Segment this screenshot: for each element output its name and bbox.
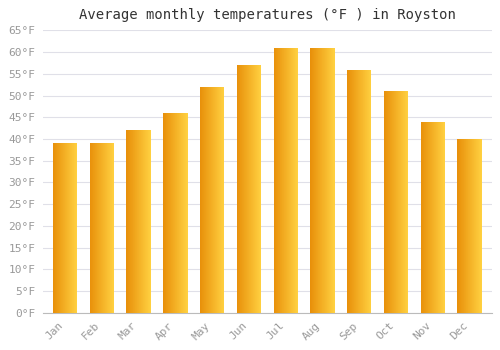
Title: Average monthly temperatures (°F ) in Royston: Average monthly temperatures (°F ) in Ro… bbox=[79, 8, 456, 22]
